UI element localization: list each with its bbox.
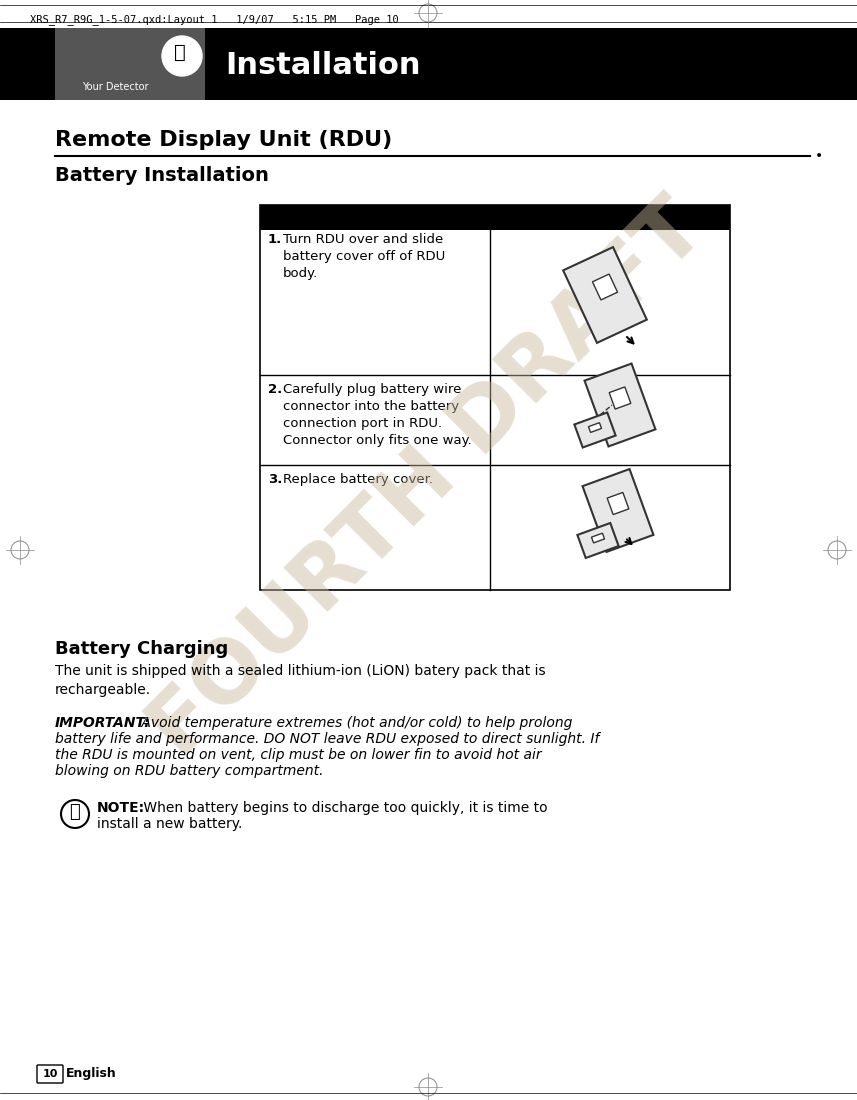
Text: 3.: 3.	[268, 473, 282, 486]
Text: Carefully plug battery wire
connector into the battery
connection port in RDU.
C: Carefully plug battery wire connector in…	[283, 383, 471, 447]
Text: Battery Installation: Battery Installation	[55, 166, 269, 185]
Text: The unit is shipped with a sealed lithium-ion (LiON) batery pack that is
recharg: The unit is shipped with a sealed lithiu…	[55, 664, 546, 697]
Text: Turn RDU over and slide
battery cover off of RDU
body.: Turn RDU over and slide battery cover of…	[283, 233, 446, 280]
Text: FOURTH DRAFT: FOURTH DRAFT	[135, 187, 722, 773]
Polygon shape	[563, 248, 647, 343]
Text: 🔍: 🔍	[174, 43, 186, 62]
Bar	[260, 205, 730, 590]
Text: Replace battery cover.: Replace battery cover.	[283, 473, 433, 486]
Polygon shape	[589, 422, 602, 432]
Circle shape	[162, 36, 202, 76]
Bar	[0, 28, 857, 100]
Text: battery life and performance. DO NOT leave RDU exposed to direct sunlight. If: battery life and performance. DO NOT lea…	[55, 732, 599, 746]
FancyBboxPatch shape	[37, 1065, 63, 1084]
Text: English: English	[66, 1067, 117, 1080]
Text: 1.: 1.	[268, 233, 282, 246]
Text: Your Detector: Your Detector	[82, 82, 148, 92]
Text: Battery Charging: Battery Charging	[55, 640, 228, 658]
Polygon shape	[574, 412, 615, 448]
Text: Ⓘ: Ⓘ	[69, 803, 81, 821]
Bar	[260, 205, 730, 230]
Bar	[55, 28, 205, 100]
Text: 10: 10	[42, 1069, 57, 1079]
Text: Avoid temperature extremes (hot and/or cold) to help prolong: Avoid temperature extremes (hot and/or c…	[137, 716, 572, 730]
Polygon shape	[592, 274, 618, 300]
Polygon shape	[609, 387, 631, 409]
Polygon shape	[591, 534, 604, 543]
Polygon shape	[578, 522, 619, 558]
Text: XRS_R7_R9G_1-5-07.qxd:Layout 1   1/9/07   5:15 PM   Page 10: XRS_R7_R9G_1-5-07.qxd:Layout 1 1/9/07 5:…	[30, 14, 399, 25]
Text: NOTE:: NOTE:	[97, 801, 145, 815]
Circle shape	[61, 800, 89, 828]
Polygon shape	[607, 493, 629, 515]
Text: Remote Display Unit (RDU): Remote Display Unit (RDU)	[55, 130, 393, 150]
Text: IMPORTANT:: IMPORTANT:	[55, 716, 151, 730]
Text: blowing on RDU battery compartment.: blowing on RDU battery compartment.	[55, 764, 323, 778]
Text: the RDU is mounted on vent, clip must be on lower fin to avoid hot air: the RDU is mounted on vent, clip must be…	[55, 748, 542, 762]
Text: install a new battery.: install a new battery.	[97, 817, 243, 830]
Polygon shape	[584, 364, 656, 447]
Text: Installation: Installation	[225, 52, 421, 80]
Text: 2.: 2.	[268, 383, 282, 396]
Polygon shape	[583, 469, 654, 552]
Text: When battery begins to discharge too quickly, it is time to: When battery begins to discharge too qui…	[139, 801, 548, 815]
Text: •: •	[815, 148, 824, 163]
